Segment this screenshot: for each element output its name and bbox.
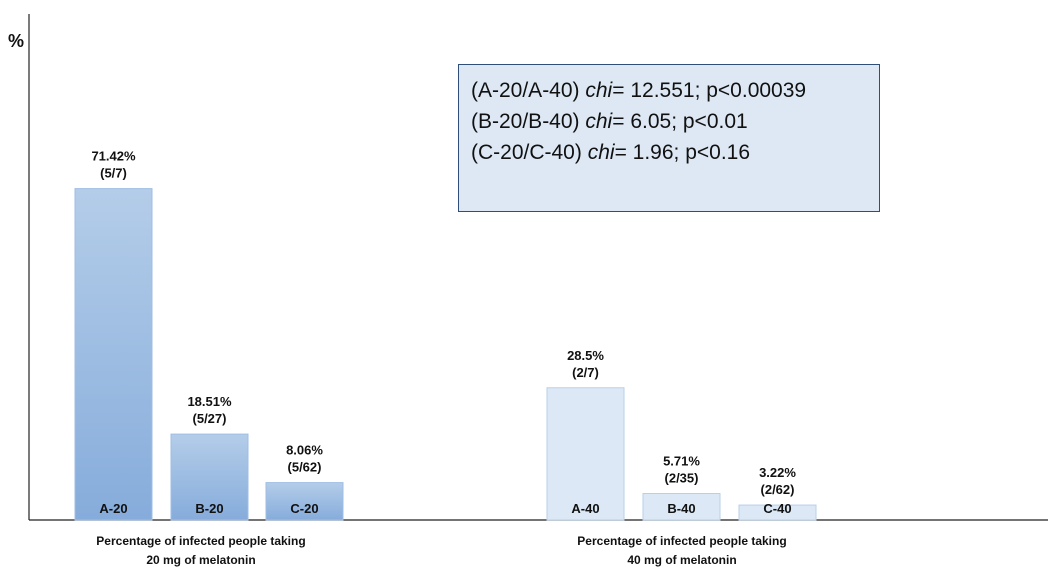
bar-name-c-20: C-20 xyxy=(290,501,318,516)
bar-name-b-40: B-40 xyxy=(667,501,695,516)
bar-name-a-20: A-20 xyxy=(99,501,127,516)
bar-b-40 xyxy=(642,493,721,521)
bar-a-40 xyxy=(546,387,625,521)
value-label-a-40: 28.5% xyxy=(567,348,604,363)
group-label-1-line1: Percentage of infected people taking xyxy=(96,534,305,548)
value-label-c-20: 8.06% xyxy=(286,443,323,458)
fraction-label-c-40: (2/62) xyxy=(761,482,795,497)
stats-line-b: (B-20/B-40) chi= 6.05; p<0.01 xyxy=(471,106,867,137)
fraction-label-a-40: (2/7) xyxy=(572,365,599,380)
bar-b-20 xyxy=(170,433,249,521)
stats-pair-c: (C-20/C-40) xyxy=(471,141,588,164)
fraction-label-c-20: (5/62) xyxy=(288,460,322,475)
y-axis-label: % xyxy=(8,31,24,51)
stats-chi-a: chi xyxy=(585,79,613,102)
bar-name-c-40: C-40 xyxy=(763,501,791,516)
value-label-c-40: 3.22% xyxy=(759,465,796,480)
fraction-label-a-20: (5/7) xyxy=(100,166,127,181)
stats-line-a: (A-20/A-40) chi= 12.551; p<0.00039 xyxy=(471,75,867,106)
bar-c-40 xyxy=(738,504,817,521)
stats-result-a: = 12.551; p<0.00039 xyxy=(612,79,807,102)
value-label-a-20: 71.42% xyxy=(91,149,136,164)
group-label-2-line2: 40 mg of melatonin xyxy=(627,553,736,567)
stats-chi-c: chi xyxy=(587,141,615,164)
stats-chi-b: chi xyxy=(585,110,613,133)
bar-a-20 xyxy=(74,188,153,521)
fraction-label-b-40: (2/35) xyxy=(665,471,699,486)
bar-name-b-20: B-20 xyxy=(195,501,223,516)
stats-pair-a: (A-20/A-40) xyxy=(471,79,586,102)
stats-line-c: (C-20/C-40) chi= 1.96; p<0.16 xyxy=(471,137,867,168)
stats-result-b: = 6.05; p<0.01 xyxy=(612,110,748,133)
group-label-2-line1: Percentage of infected people taking xyxy=(577,534,786,548)
chi-square-stats-box: (A-20/A-40) chi= 12.551; p<0.00039 (B-20… xyxy=(458,64,880,212)
value-label-b-20: 18.51% xyxy=(187,394,232,409)
stats-pair-b: (B-20/B-40) xyxy=(471,110,586,133)
bar-name-a-40: A-40 xyxy=(571,501,599,516)
fraction-label-b-20: (5/27) xyxy=(193,411,227,426)
value-label-b-40: 5.71% xyxy=(663,454,700,469)
group-label-1-line2: 20 mg of melatonin xyxy=(146,553,255,567)
stats-result-c: = 1.96; p<0.16 xyxy=(614,141,751,164)
bar-c-20 xyxy=(265,482,344,521)
